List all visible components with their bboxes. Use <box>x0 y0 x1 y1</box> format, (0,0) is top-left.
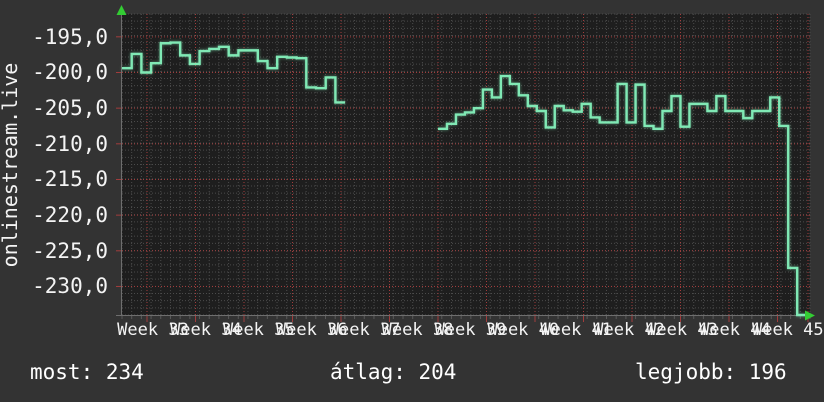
stat-most-label: most: <box>30 360 94 384</box>
y-tick-label: -210,0 <box>32 131 108 156</box>
x-tick-label: Week 34 <box>170 320 242 340</box>
up-arrow-icon <box>116 5 127 15</box>
x-tick-label: Week 35 <box>222 320 295 340</box>
x-tick-label: Week 43 <box>646 320 718 340</box>
stat-atlag-value: 204 <box>418 360 457 384</box>
x-axis-labels: Week 33 Week 34 Week 35 Week 36 Week 37 Week … <box>0 320 824 342</box>
x-tick-label: Week 39 <box>434 320 507 340</box>
stat-atlag: átlag: 204 <box>330 361 456 383</box>
stat-atlag-label: átlag: <box>330 360 406 384</box>
right-arrow-icon <box>805 310 815 321</box>
x-tick-label: Week 45 <box>751 320 824 340</box>
y-axis-labels: -195,0 -200,0 -205,0 -210,0 -215,0 -220,0 -225… <box>0 0 108 320</box>
stat-legjobb-label: legjobb: <box>635 360 737 384</box>
y-tick-label: -205,0 <box>32 96 108 121</box>
series-line <box>122 41 346 104</box>
x-tick-label: Week 37 <box>328 320 401 340</box>
stat-legjobb: legjobb: 196 <box>635 361 787 383</box>
x-tick-label: Week 42 <box>593 320 665 340</box>
y-tick-label: -215,0 <box>32 167 108 192</box>
y-tick-label: -195,0 <box>32 24 108 49</box>
y-tick-label: -200,0 <box>32 60 108 85</box>
stat-most-value: 234 <box>105 360 144 384</box>
y-tick-label: -220,0 <box>32 203 108 228</box>
x-tick-label: Week 40 <box>487 320 560 340</box>
y-tick-label: -230,0 <box>32 274 108 299</box>
x-tick-label: Week 36 <box>275 320 348 340</box>
plot-background <box>122 14 810 315</box>
x-tick-label: Week 44 <box>699 320 771 340</box>
stat-most: most: 234 <box>30 361 144 383</box>
x-tick-label: Week 38 <box>381 320 454 340</box>
x-tick-label: Week 41 <box>540 320 613 340</box>
x-tick-label: Week 33 <box>117 320 189 340</box>
stat-legjobb-value: 196 <box>748 360 787 384</box>
y-tick-label: -225,0 <box>32 238 108 263</box>
series-line <box>438 74 807 317</box>
